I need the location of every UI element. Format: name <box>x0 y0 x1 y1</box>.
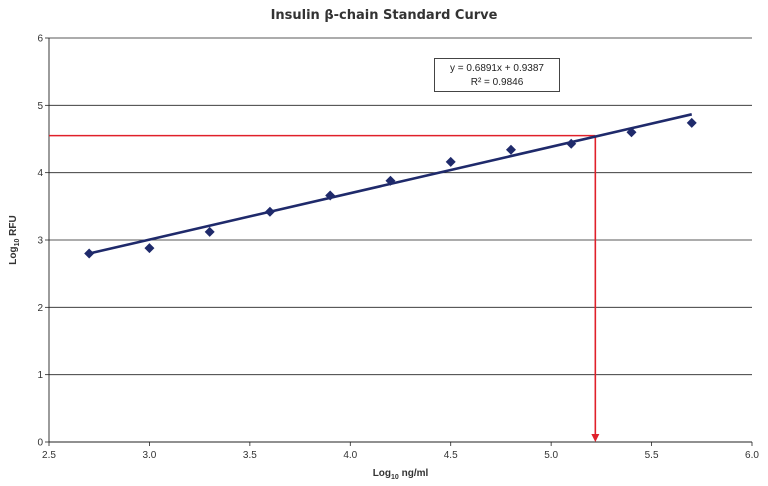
tick-labels: 0 1 2 3 4 5 6 2.5 3.0 3.5 4.0 4.5 5.0 5.5 6.0 <box>37 34 759 462</box>
y-tick-label: 0 <box>37 438 43 449</box>
data-point <box>445 156 456 167</box>
x-tick-label: 5.5 <box>645 450 659 461</box>
y-tick-label: 3 <box>37 236 43 247</box>
data-point <box>325 190 336 201</box>
x-tick-label: 6.0 <box>745 450 759 461</box>
y-tick-label: 5 <box>37 101 43 112</box>
y-tick-label: 2 <box>37 303 43 314</box>
x-tick-label: 4.5 <box>444 450 458 461</box>
y-tick-label: 1 <box>37 370 43 381</box>
x-axis-title: Log10 ng/ml <box>373 468 429 481</box>
data-point <box>144 243 155 254</box>
x-tick-label: 5.0 <box>544 450 558 461</box>
data-point <box>385 175 396 186</box>
data-point <box>626 127 637 138</box>
y-tick-label: 6 <box>37 34 43 45</box>
x-tick-label: 2.5 <box>42 450 56 461</box>
data-point <box>505 144 516 155</box>
data-point <box>566 138 577 149</box>
y-axis-title: Log10 RFU <box>8 215 21 264</box>
r-squared: R² = 0.9846 <box>470 77 524 88</box>
data-point <box>204 226 215 237</box>
trendline-equation: y = 0.6891x + 0.9387 <box>450 63 544 74</box>
grid <box>49 37 752 376</box>
axes <box>45 37 753 446</box>
chart-title: Insulin β-chain Standard Curve <box>270 8 498 23</box>
data-points <box>84 117 697 259</box>
x-tick-label: 4.0 <box>343 450 357 461</box>
data-point <box>686 117 697 128</box>
data-point <box>84 248 95 259</box>
annotation <box>49 134 600 442</box>
equation-box: y = 0.6891x + 0.9387 R² = 0.9846 <box>434 58 560 92</box>
annotation-arrowhead <box>591 434 600 442</box>
data-point <box>264 206 275 217</box>
y-tick-label: 4 <box>37 168 43 179</box>
x-tick-label: 3.5 <box>243 450 257 461</box>
x-tick-label: 3.0 <box>142 450 156 461</box>
